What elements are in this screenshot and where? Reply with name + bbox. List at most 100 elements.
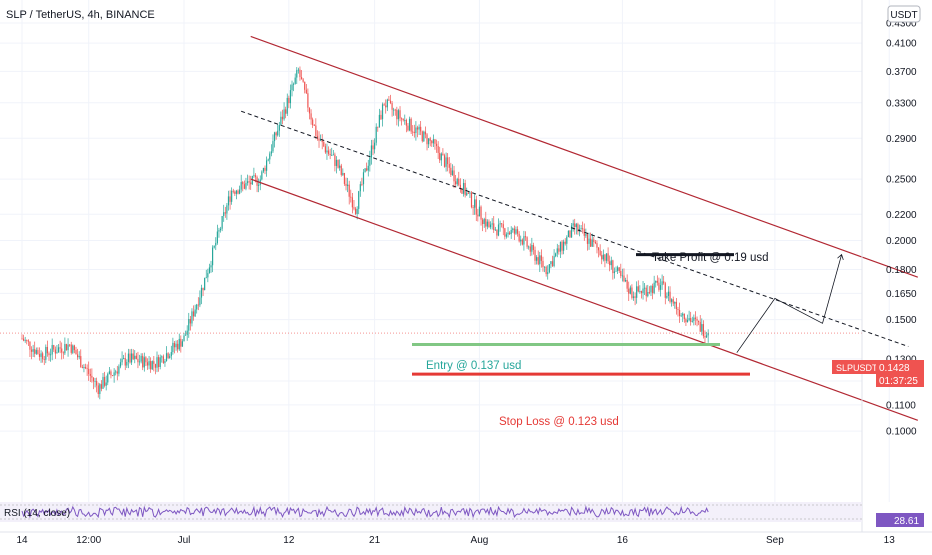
candle-body	[96, 381, 98, 386]
candle-body	[426, 134, 428, 145]
candle-body	[315, 125, 317, 136]
plot-background	[0, 0, 862, 532]
candle-body	[45, 346, 47, 360]
candle-body	[202, 287, 204, 291]
candle-body	[383, 104, 385, 106]
candle-body	[43, 359, 45, 360]
candle-body	[159, 357, 161, 368]
candle-body	[316, 135, 319, 139]
candle-body	[335, 159, 338, 166]
candle-body	[520, 239, 522, 242]
candle-body	[664, 283, 666, 298]
candle-body	[540, 255, 542, 261]
candle-body	[326, 150, 328, 153]
candle-body	[518, 233, 520, 242]
channel-lower-line[interactable]	[250, 178, 919, 421]
candle-body	[469, 192, 471, 194]
candle-body	[620, 270, 622, 276]
candle-body	[575, 224, 577, 228]
candle-body	[300, 77, 303, 80]
candle-body	[509, 232, 511, 235]
projection-path[interactable]	[736, 255, 842, 353]
rsi-pane[interactable]: RSI (14, close) 28.61	[0, 502, 924, 527]
channel-upper-line[interactable]	[250, 35, 919, 278]
date-tick-label: 14	[16, 535, 28, 546]
candle-body	[226, 205, 228, 214]
candle-body	[224, 212, 226, 214]
candle-body	[640, 291, 643, 294]
price-tick-label: 0.1000	[886, 427, 917, 438]
candle-body	[401, 118, 403, 120]
candle-body	[559, 241, 562, 252]
candle-body	[143, 357, 145, 368]
candle-body	[531, 245, 533, 252]
candle-body	[46, 346, 49, 354]
candle-body	[561, 241, 563, 251]
candle-body	[27, 340, 29, 342]
candle-body	[691, 320, 693, 322]
candle-body	[318, 138, 320, 141]
candle-body	[564, 241, 566, 244]
candle-body	[583, 229, 585, 236]
candle-body	[513, 228, 515, 234]
date-tick-label: 16	[617, 535, 629, 546]
candle-body	[537, 257, 539, 265]
candle-body	[455, 181, 457, 185]
currency-button[interactable]: USDT	[887, 5, 921, 23]
price-tick-label: 0.1800	[886, 265, 917, 276]
date-tick-label: Aug	[471, 535, 489, 546]
candle-body	[146, 362, 149, 366]
candle-body	[272, 141, 274, 152]
candle-body	[331, 154, 333, 156]
candle-body	[528, 246, 530, 248]
candle-body	[26, 340, 28, 341]
candle-body	[80, 356, 82, 368]
candle-body	[97, 385, 99, 395]
candle-body	[667, 291, 670, 296]
candle-body	[547, 272, 549, 275]
candle-body	[243, 184, 245, 189]
candle-body	[653, 282, 655, 294]
candle-body	[305, 89, 307, 94]
candle-body	[505, 234, 508, 237]
candle-body	[532, 245, 535, 250]
symbol-title[interactable]: SLP / TetherUS, 4h, BINANCE	[6, 9, 155, 21]
candle-body	[67, 344, 69, 351]
candle-body	[609, 261, 611, 266]
candle-body	[440, 153, 442, 161]
candle-body	[218, 230, 220, 232]
candle-body	[453, 170, 455, 182]
candle-body	[458, 178, 460, 185]
candle-body	[42, 353, 44, 360]
candle-body	[105, 382, 107, 386]
candle-body	[524, 236, 527, 238]
candle-body	[443, 155, 446, 167]
candle-body	[353, 207, 355, 209]
candle-body	[623, 275, 625, 282]
take-profit-label: Take Profit @ 0.19 usd	[652, 252, 769, 264]
candle-body	[682, 313, 684, 316]
candle-body	[374, 142, 376, 150]
candle-body	[548, 264, 550, 273]
date-tick-label: Sep	[766, 535, 784, 546]
candle-body	[523, 236, 525, 245]
candle-body	[569, 230, 571, 238]
candle-body	[258, 184, 260, 186]
candle-body	[693, 317, 695, 321]
candle-body	[423, 131, 425, 142]
candle-body	[378, 114, 380, 128]
candle-body	[470, 192, 473, 208]
candle-body	[386, 99, 388, 108]
candle-body	[618, 267, 620, 271]
candle-body	[445, 157, 447, 167]
candle-body	[304, 81, 306, 90]
candle-body	[142, 355, 144, 368]
candle-body	[269, 153, 271, 160]
candle-body	[437, 146, 439, 153]
date-tick-label: 12:00	[76, 535, 101, 546]
candle-body	[647, 292, 649, 297]
candle-body	[362, 172, 365, 185]
channel-mid-line[interactable]	[241, 110, 909, 347]
